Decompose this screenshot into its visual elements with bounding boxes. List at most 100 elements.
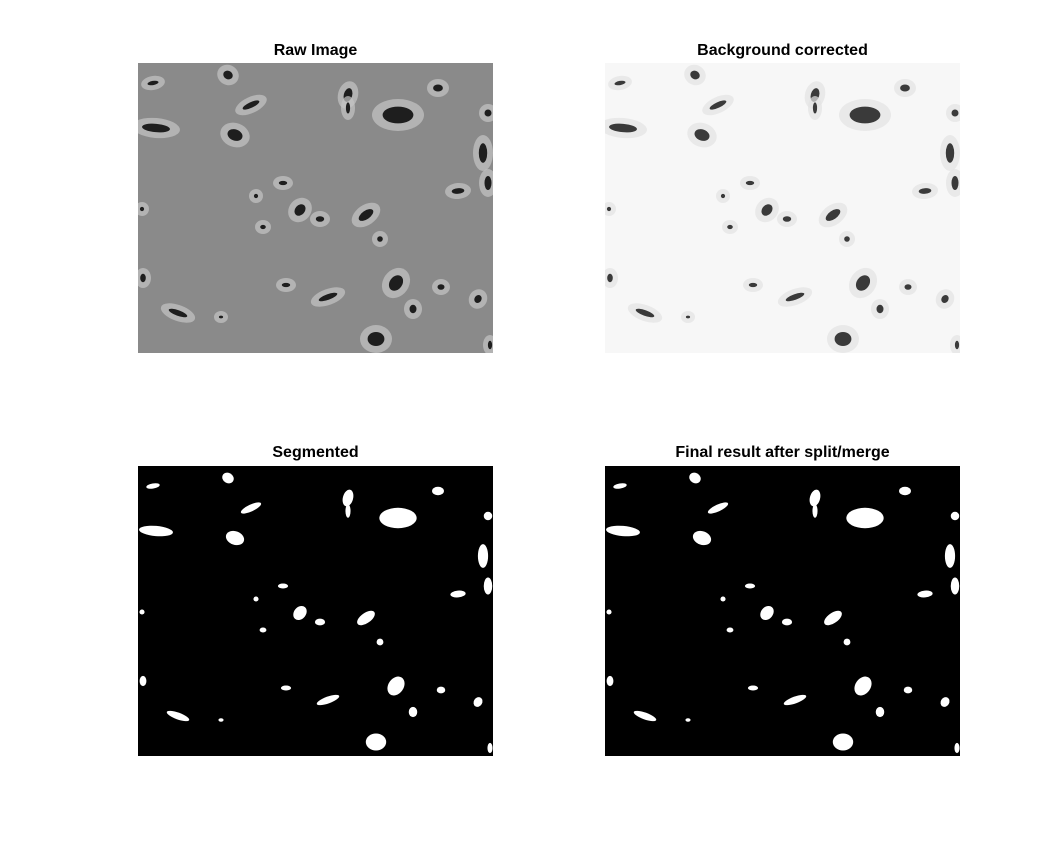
cell-blob: [848, 267, 878, 299]
cell-blob: [606, 675, 614, 687]
cell-blob: [225, 530, 245, 546]
cell-blob: [608, 75, 632, 91]
cell-blob: [479, 104, 493, 122]
cell-blob: [468, 289, 488, 309]
cell-blob: [432, 279, 450, 295]
image-background: [605, 466, 960, 756]
cell-blob: [716, 189, 730, 203]
cell-blob: [141, 75, 165, 91]
cell-blob: [940, 697, 950, 707]
cell-blob: [288, 197, 312, 223]
final-result-title: Final result after split/merge: [675, 444, 890, 461]
cell-blob: [280, 685, 292, 691]
cell-blob: [824, 610, 842, 626]
cell-blob: [917, 590, 933, 598]
cell-blob: [808, 96, 822, 120]
cell-blob: [747, 685, 759, 691]
background-corrected-image: [605, 63, 960, 353]
cell-blob: [605, 268, 618, 288]
cell-blob: [832, 733, 854, 751]
cell-blob: [139, 525, 173, 537]
cell-blob: [940, 135, 960, 171]
image-background: [138, 466, 493, 756]
cell-blob: [685, 718, 691, 722]
cell-blob: [935, 289, 955, 309]
cell-blob: [259, 627, 267, 633]
cell-blob: [681, 311, 695, 323]
cell-blob: [954, 742, 960, 754]
cell-blob: [477, 544, 489, 568]
cell-blob: [314, 618, 326, 626]
cell-blob: [220, 122, 250, 148]
cell-blob: [606, 609, 612, 615]
cell-blob: [689, 472, 701, 484]
cell-blob: [818, 202, 848, 228]
final-result-image: [605, 466, 960, 756]
cell-blob: [950, 335, 960, 353]
cell-blob: [293, 606, 307, 620]
cell-blob: [777, 287, 813, 307]
cell-blob: [387, 676, 405, 696]
cell-blob: [633, 710, 657, 722]
cell-blob: [760, 606, 774, 620]
cell-blob: [809, 489, 821, 507]
cell-blob: [684, 64, 706, 86]
cell-blob: [310, 211, 330, 227]
background-corrected-title: Background corrected: [697, 42, 868, 59]
cell-blob: [839, 99, 891, 131]
image-background: [605, 63, 960, 353]
cell-blob: [277, 583, 289, 589]
cell-blob: [687, 122, 717, 148]
cell-blob: [827, 325, 859, 353]
raw-image: [138, 63, 493, 353]
cell-blob: [249, 189, 263, 203]
cell-blob: [854, 676, 872, 696]
cell-blob: [217, 64, 239, 86]
cell-blob: [720, 596, 726, 602]
cell-blob: [944, 544, 956, 568]
cell-blob: [912, 182, 938, 200]
cell-blob: [726, 627, 734, 633]
cell-blob: [903, 686, 913, 694]
cell-blob: [707, 502, 729, 514]
cell-blob: [214, 311, 228, 323]
cell-blob: [744, 583, 756, 589]
cell-blob: [839, 231, 855, 247]
cell-blob: [273, 176, 293, 190]
cell-blob: [946, 104, 960, 122]
cell-blob: [222, 472, 234, 484]
cell-blob: [606, 525, 640, 537]
segmented-image: [138, 466, 493, 756]
cell-blob: [404, 299, 422, 319]
cell-blob: [846, 507, 884, 529]
cell-blob: [345, 504, 351, 518]
raw-image-title: Raw Image: [273, 42, 358, 59]
cell-blob: [605, 117, 647, 139]
cell-blob: [483, 335, 493, 353]
cell-blob: [483, 577, 493, 595]
cell-blob: [605, 202, 616, 216]
cell-blob: [613, 483, 627, 489]
cell-blob: [871, 299, 889, 319]
cell-blob: [255, 220, 271, 234]
cell-blob: [166, 710, 190, 722]
cell-blob: [218, 718, 224, 722]
cell-blob: [755, 197, 779, 223]
cell-blob: [276, 278, 296, 292]
cell-blob: [365, 733, 387, 751]
cell-blob: [743, 278, 763, 292]
cell-blob: [487, 742, 493, 754]
cell-blob: [376, 638, 384, 646]
cell-blob: [702, 94, 734, 116]
cell-blob: [372, 99, 424, 131]
cell-blob: [138, 117, 180, 139]
cell-blob: [253, 596, 259, 602]
cell-blob: [899, 279, 917, 295]
cell-blob: [473, 135, 493, 171]
cell-blob: [235, 94, 267, 116]
cell-blob: [627, 303, 663, 323]
cell-blob: [436, 686, 446, 694]
cell-blob: [692, 530, 712, 546]
cell-blob: [357, 610, 375, 626]
cell-blob: [899, 486, 911, 496]
